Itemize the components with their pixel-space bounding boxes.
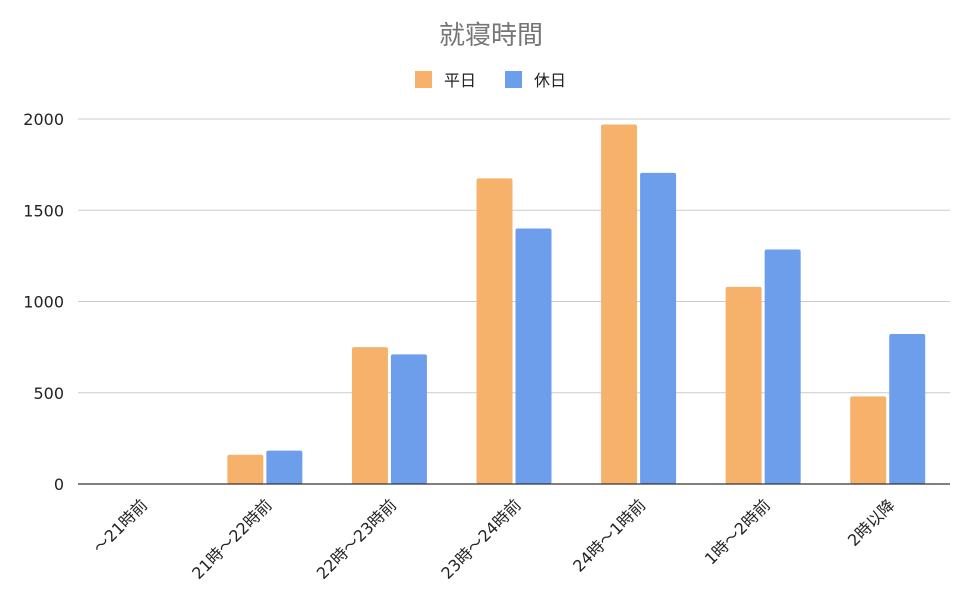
y-tick-label-0: 0: [54, 475, 64, 494]
bar-0-6: [850, 396, 887, 484]
x-tick-label-2: 22時〜23時前: [313, 495, 400, 582]
y-tick-label-4: 2000: [23, 110, 64, 129]
x-axis-ticks: 〜21時前 21時〜22時前 22時〜23時前 23時〜24時前 24時〜1時前 1時〜2…: [89, 495, 898, 582]
bar-0-3: [476, 178, 513, 484]
x-tick-label-5: 1時〜2時前: [701, 495, 774, 568]
bar-0-4: [601, 124, 638, 484]
x-tick-label-4: 24時〜1時前: [569, 495, 649, 575]
x-tick-label-1: 21時〜22時前: [188, 495, 275, 582]
y-tick-label-3: 1500: [23, 201, 64, 220]
gridlines: [78, 118, 950, 394]
bars: [227, 124, 926, 484]
bar-1-5: [764, 249, 801, 484]
legend: 平日 休日: [415, 71, 566, 90]
bar-1-4: [640, 172, 677, 484]
y-axis-ticks: 0 500 1000 1500 2000: [23, 110, 64, 494]
bar-0-2: [351, 347, 388, 484]
x-tick-label-0: 〜21時前: [89, 495, 151, 557]
x-tick-label-3: 23時〜24時前: [437, 495, 524, 582]
bar-1-2: [390, 354, 427, 484]
legend-label-0: 平日: [444, 71, 476, 90]
legend-swatch-0: [415, 71, 432, 88]
chart-title: 就寝時間: [439, 21, 543, 51]
y-tick-label-1: 500: [33, 384, 64, 403]
x-tick-label-6: 2時以降: [844, 495, 899, 550]
bar-1-6: [889, 333, 926, 484]
bar-1-1: [266, 450, 303, 484]
bar-1-3: [515, 228, 552, 484]
legend-label-1: 休日: [534, 71, 566, 90]
y-tick-label-2: 1000: [23, 293, 64, 312]
legend-swatch-1: [505, 71, 522, 88]
bar-0-1: [227, 454, 264, 484]
bar-0-5: [725, 286, 762, 484]
